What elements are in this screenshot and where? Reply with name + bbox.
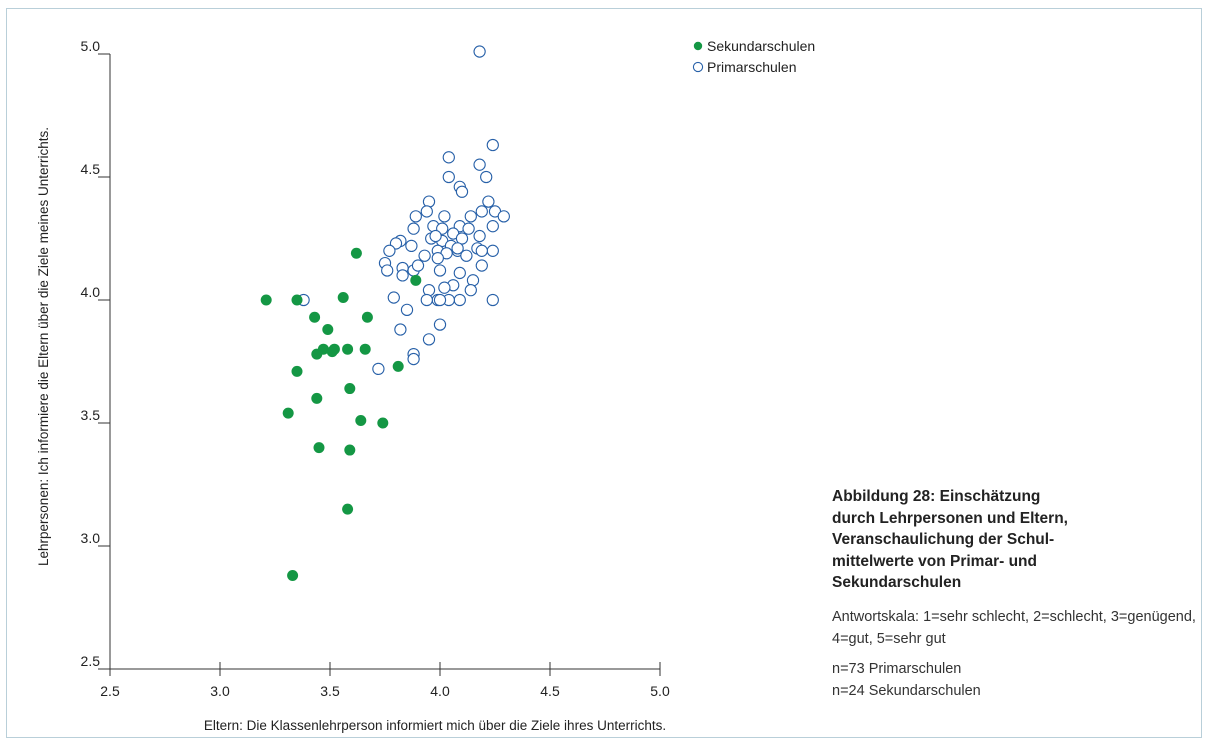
x-tick-label: 3.5: [320, 683, 340, 699]
x-tick-label: 2.5: [100, 683, 120, 699]
data-point-primarschule: [431, 252, 444, 265]
data-point-sekundarschule: [361, 311, 373, 323]
data-point-sekundarschule: [326, 346, 338, 358]
data-point-primarschule: [473, 229, 486, 243]
data-point-primarschule: [486, 220, 499, 233]
data-point-primarschule: [422, 195, 436, 208]
data-point-primarschule: [466, 274, 480, 287]
scatter-plot: 2.5 3.0 3.5 4.0 4.5 5.0 2.5 3.0 3.5 4.0 4.5 5.0 Elte…: [36, 38, 815, 733]
data-point-sekundarschule: [291, 365, 303, 377]
y-axis-label: Lehrpersonen: Ich informiere die Eltern …: [36, 127, 51, 566]
data-point-primarschule: [381, 264, 394, 277]
data-point-primarschule: [383, 244, 396, 257]
data-point-sekundarschule: [282, 407, 294, 419]
data-point-sekundarschule: [344, 383, 356, 395]
data-point-sekundarschule: [344, 444, 356, 456]
figure-frame: [6, 8, 1202, 738]
data-point-sekundarschule: [311, 348, 323, 360]
data-point-sekundarschule: [377, 417, 389, 429]
x-axis-label: Eltern: Die Klassenlehrperson informiert…: [204, 718, 666, 733]
data-point-primarschule: [473, 158, 486, 171]
data-point-primarschule: [480, 170, 493, 184]
x-tick-label: 3.0: [210, 683, 230, 699]
data-point-sekundarschule: [311, 392, 323, 404]
caption-n-secondary: n=24 Sekundarschulen: [832, 682, 981, 699]
y-tick-label: 3.5: [81, 407, 101, 423]
data-point-sekundarschule: [410, 274, 422, 286]
y-tick-label: 4.0: [81, 284, 101, 300]
data-point-primarschule: [486, 244, 499, 257]
data-point-primarschule: [482, 195, 495, 208]
data-point-primarschule: [433, 264, 447, 277]
data-point-primarschule: [433, 318, 447, 331]
data-point-primarschule: [462, 222, 475, 235]
data-point-primarschule: [438, 281, 451, 294]
data-point-primarschule: [400, 303, 414, 316]
data-point-sekundarschule: [342, 503, 354, 515]
data-point-primarschule: [394, 323, 407, 336]
data-point-sekundarschule: [392, 360, 404, 372]
data-point-sekundarschule: [309, 311, 321, 323]
legend-marker-sekundarschulen: [693, 41, 703, 51]
data-point-sekundarschule: [313, 442, 325, 454]
data-point-primarschule: [442, 170, 455, 184]
legend-label: Sekundarschulen: [707, 38, 815, 54]
data-point-primarschule: [473, 45, 486, 58]
caption-n-primary: n=73 Primarschulen: [832, 660, 962, 677]
data-point-primarschule: [464, 284, 477, 297]
data-point-primarschule: [464, 210, 477, 223]
data-point-primarschule: [396, 269, 409, 282]
data-point-primarschule: [438, 210, 451, 223]
data-point-primarschule: [453, 293, 466, 307]
y-tick-label: 3.0: [81, 530, 101, 546]
data-point-sekundarschule: [350, 247, 362, 259]
data-point-sekundarschule: [359, 343, 371, 355]
x-tick-label: 4.5: [540, 683, 560, 699]
data-point-primarschule: [442, 151, 455, 164]
data-point-primarschule: [429, 229, 442, 243]
data-point-primarschule: [387, 291, 400, 304]
data-point-primarschule: [407, 352, 420, 366]
y-tick-label: 2.5: [81, 653, 101, 669]
data-point-primarschule: [433, 293, 447, 307]
data-point-primarschule: [420, 293, 433, 307]
data-point-sekundarschule: [342, 343, 354, 355]
data-point-primarschule: [460, 249, 473, 262]
legend-label: Primarschulen: [707, 59, 796, 75]
data-point-sekundarschule: [287, 570, 299, 582]
data-point-primarschule: [475, 205, 488, 218]
data-point-sekundarschule: [355, 415, 367, 427]
data-point-primarschule: [497, 210, 510, 223]
data-point-primarschule: [486, 138, 499, 152]
legend-marker-primarschulen: [692, 61, 704, 73]
data-point-sekundarschule: [322, 324, 334, 336]
figure-caption: Abbildung 28: Einschätzung durch Lehrper…: [832, 486, 1204, 702]
data-point-primarschule: [409, 210, 422, 223]
caption-scale: Antwortskala: 1=sehr schlecht, 2=schlech…: [832, 608, 1196, 647]
x-tick-label: 5.0: [650, 683, 670, 699]
data-point-primarschule: [453, 266, 466, 280]
data-point-primarschule: [411, 259, 425, 272]
data-point-primarschule: [451, 242, 464, 255]
data-point-primarschule: [422, 333, 436, 346]
data-point-primarschule: [475, 259, 488, 272]
data-point-primarschule: [455, 185, 469, 198]
data-point-sekundarschule: [260, 294, 272, 306]
data-point-primarschule: [405, 239, 418, 253]
data-point-primarschule: [420, 205, 433, 218]
data-point-primarschule: [486, 293, 499, 307]
data-point-primarschule: [475, 244, 488, 257]
x-tick-label: 4.0: [430, 683, 450, 699]
caption-title: Abbildung 28: Einschätzung durch Lehrper…: [832, 488, 1068, 591]
data-point-sekundarschule: [291, 294, 303, 306]
data-point-primarschule: [407, 222, 420, 235]
y-tick-label: 4.5: [81, 161, 101, 177]
y-tick-label: 5.0: [81, 38, 101, 54]
data-point-primarschule: [418, 249, 431, 262]
data-point-primarschule: [372, 362, 385, 376]
data-point-primarschule: [422, 284, 436, 297]
data-point-sekundarschule: [337, 292, 349, 304]
